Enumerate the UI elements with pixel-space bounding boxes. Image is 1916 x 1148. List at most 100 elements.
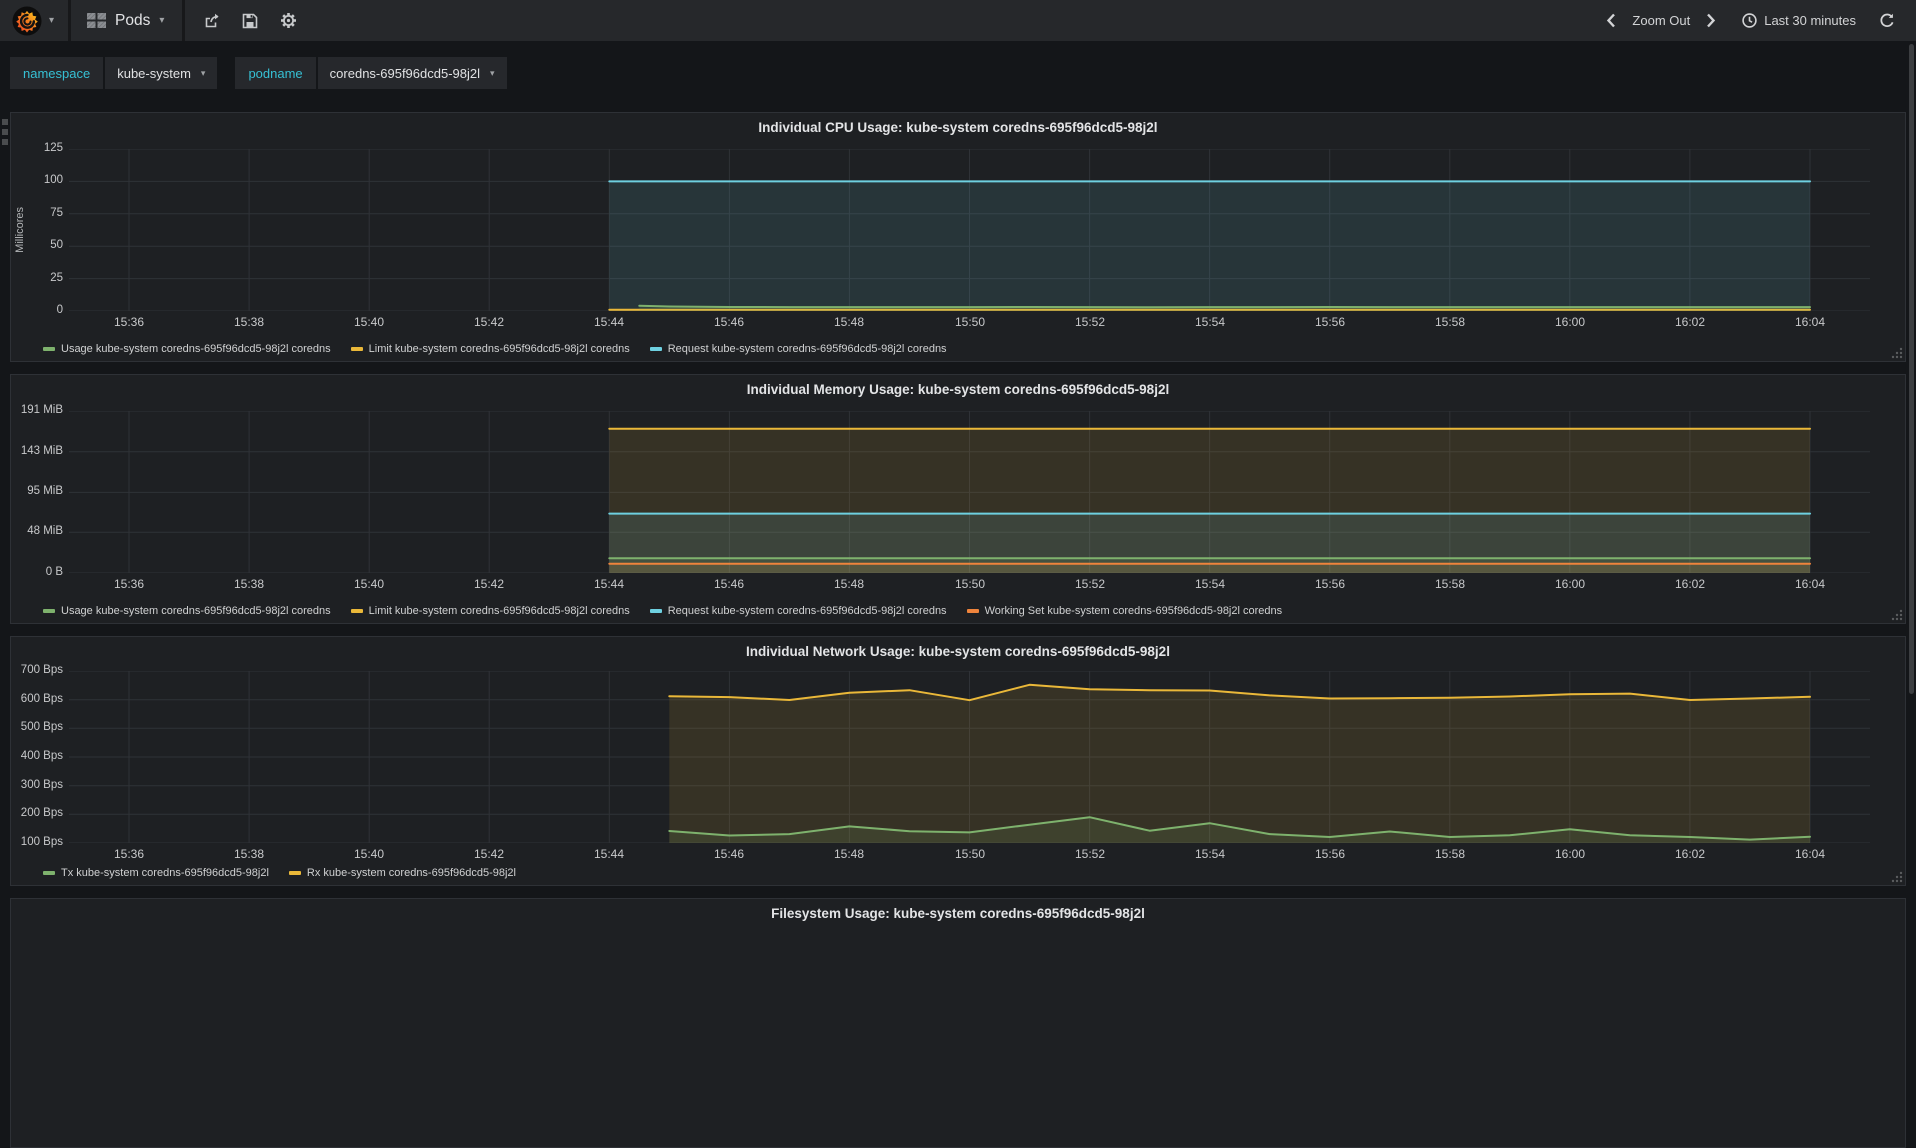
refresh-button[interactable]: [1872, 0, 1902, 41]
x-tick-label: 15:56: [1314, 577, 1346, 591]
x-axis: 15:36 15:38 15:40 15:42 15:44 15:46 15:48 15:50…: [69, 577, 1870, 593]
y-axis: 100 Bps 200 Bps 300 Bps 400 Bps 500 Bps 600 B…: [11, 664, 63, 848]
y-tick-label: 191 MiB: [20, 404, 63, 416]
save-dashboard-button[interactable]: [231, 0, 269, 41]
x-tick-label: 15:46: [713, 847, 745, 861]
panel-resize-handle[interactable]: [1891, 347, 1903, 359]
y-axis: 0 B 48 MiB 95 MiB 143 MiB 191 MiB: [11, 404, 63, 578]
variable-label: podname: [235, 57, 316, 89]
y-tick-label: 0 B: [45, 566, 63, 578]
x-tick-label: 15:58: [1434, 577, 1466, 591]
panel-network-usage: Individual Network Usage: kube-system co…: [10, 636, 1906, 886]
x-tick-label: 15:36: [113, 847, 145, 861]
y-tick-label: 95 MiB: [27, 485, 63, 497]
clock-icon: [1742, 13, 1757, 28]
x-tick-label: 16:04: [1794, 315, 1826, 329]
time-range-picker-button[interactable]: Last 30 minutes: [1736, 0, 1862, 41]
chart-canvas[interactable]: [69, 149, 1870, 311]
legend-item[interactable]: Limit kube-system coredns-695f96dcd5-98j…: [350, 343, 630, 355]
x-tick-label: 15:48: [833, 315, 865, 329]
y-tick-label: 100 Bps: [20, 836, 63, 848]
y-tick-label: 48 MiB: [27, 525, 63, 537]
template-variables-row: namespace kube-system ▾ podname coredns-…: [0, 41, 1916, 112]
x-tick-label: 15:46: [713, 315, 745, 329]
dashboard-settings-button[interactable]: [269, 0, 307, 41]
scrollbar-thumb[interactable]: [1909, 44, 1914, 694]
x-tick-label: 15:42: [473, 577, 505, 591]
y-tick-label: 125: [43, 142, 63, 154]
x-tick-label: 16:02: [1674, 847, 1706, 861]
x-tick-label: 15:40: [353, 847, 385, 861]
chevron-right-icon: [1707, 13, 1716, 28]
x-tick-label: 15:56: [1314, 315, 1346, 329]
dashboard-panels: Individual CPU Usage: kube-system coredn…: [0, 112, 1916, 1148]
legend-item[interactable]: Usage kube-system coredns-695f96dcd5-98j…: [43, 343, 331, 355]
cpu-chart-plot[interactable]: [69, 149, 1870, 311]
x-tick-label: 15:54: [1194, 315, 1226, 329]
legend-item[interactable]: Request kube-system coredns-695f96dcd5-9…: [649, 343, 947, 355]
zoom-out-button[interactable]: Zoom Out: [1626, 0, 1696, 41]
legend-item[interactable]: Request kube-system coredns-695f96dcd5-9…: [649, 605, 947, 617]
variable-podname-dropdown[interactable]: coredns-695f96dcd5-98j2l ▾: [317, 57, 507, 89]
x-tick-label: 15:42: [473, 315, 505, 329]
x-tick-label: 16:04: [1794, 577, 1826, 591]
panel-resize-handle[interactable]: [1891, 609, 1903, 621]
panel-resize-handle[interactable]: [1891, 871, 1903, 883]
share-dashboard-button[interactable]: [193, 0, 231, 41]
x-tick-label: 15:52: [1074, 847, 1106, 861]
y-tick-label: 600 Bps: [20, 693, 63, 705]
panel-title[interactable]: Individual Memory Usage: kube-system cor…: [746, 382, 1170, 397]
x-axis: 15:36 15:38 15:40 15:42 15:44 15:46 15:48 15:50…: [69, 315, 1870, 331]
legend-item[interactable]: Limit kube-system coredns-695f96dcd5-98j…: [350, 605, 630, 617]
time-range-label: Last 30 minutes: [1764, 13, 1856, 28]
x-tick-label: 16:00: [1554, 847, 1586, 861]
legend: Tx kube-system coredns-695f96dcd5-98j2l R…: [43, 867, 516, 879]
top-nav: ▾: [0, 0, 1916, 41]
x-tick-label: 16:04: [1794, 847, 1826, 861]
x-tick-label: 15:36: [113, 577, 145, 591]
y-axis: 0 25 50 75 100 125: [11, 142, 63, 316]
y-tick-label: 100: [43, 174, 63, 186]
x-tick-label: 15:46: [713, 577, 745, 591]
legend-item[interactable]: Tx kube-system coredns-695f96dcd5-98j2l: [43, 867, 269, 879]
dashboard-grid-icon: [87, 13, 107, 28]
memory-chart-plot[interactable]: [69, 411, 1870, 573]
network-chart-plot[interactable]: [69, 671, 1870, 843]
chart-canvas[interactable]: [69, 671, 1870, 843]
row-drag-handle[interactable]: [1, 118, 9, 148]
time-shift-forward-button[interactable]: [1696, 0, 1726, 41]
y-tick-label: 0: [56, 304, 63, 316]
x-tick-label: 15:40: [353, 577, 385, 591]
grafana-menu-button[interactable]: ▾: [12, 5, 55, 36]
legend-item[interactable]: Rx kube-system coredns-695f96dcd5-98j2l: [288, 867, 516, 879]
panel-title[interactable]: Filesystem Usage: kube-system coredns-69…: [771, 906, 1145, 921]
x-tick-label: 15:50: [954, 847, 986, 861]
panel-title[interactable]: Individual CPU Usage: kube-system coredn…: [758, 120, 1158, 135]
panel-filesystem-usage: Filesystem Usage: kube-system coredns-69…: [10, 898, 1906, 1148]
x-tick-label: 15:40: [353, 315, 385, 329]
x-tick-label: 16:02: [1674, 577, 1706, 591]
variable-namespace-dropdown[interactable]: kube-system ▾: [105, 57, 218, 89]
x-tick-label: 15:52: [1074, 315, 1106, 329]
x-tick-label: 15:58: [1434, 315, 1466, 329]
chevron-down-icon: ▾: [49, 14, 55, 26]
variable-label: namespace: [10, 57, 104, 89]
y-tick-label: 500 Bps: [20, 721, 63, 733]
legend-item[interactable]: Working Set kube-system coredns-695f96dc…: [966, 605, 1282, 617]
x-tick-label: 16:00: [1554, 577, 1586, 591]
variable-podname: podname coredns-695f96dcd5-98j2l ▾: [235, 57, 507, 89]
y-tick-label: 25: [50, 272, 63, 284]
legend-item[interactable]: Usage kube-system coredns-695f96dcd5-98j…: [43, 605, 331, 617]
panel-title[interactable]: Individual Network Usage: kube-system co…: [746, 644, 1170, 659]
x-axis: 15:36 15:38 15:40 15:42 15:44 15:46 15:48 15:50…: [69, 847, 1870, 863]
chevron-left-icon: [1607, 13, 1616, 28]
chart-canvas[interactable]: [69, 411, 1870, 573]
x-tick-label: 15:56: [1314, 847, 1346, 861]
save-icon: [243, 13, 258, 28]
time-shift-back-button[interactable]: [1596, 0, 1626, 41]
chevron-down-icon: ▾: [200, 67, 206, 78]
x-tick-label: 15:50: [954, 577, 986, 591]
x-tick-label: 15:38: [233, 577, 265, 591]
dashboard-picker-button[interactable]: Pods ▾: [87, 12, 164, 30]
variable-namespace: namespace kube-system ▾: [10, 57, 218, 89]
